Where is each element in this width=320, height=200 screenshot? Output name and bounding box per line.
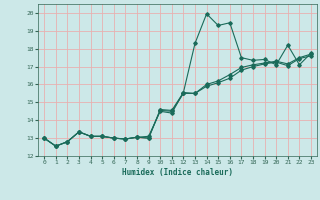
X-axis label: Humidex (Indice chaleur): Humidex (Indice chaleur)	[122, 168, 233, 177]
